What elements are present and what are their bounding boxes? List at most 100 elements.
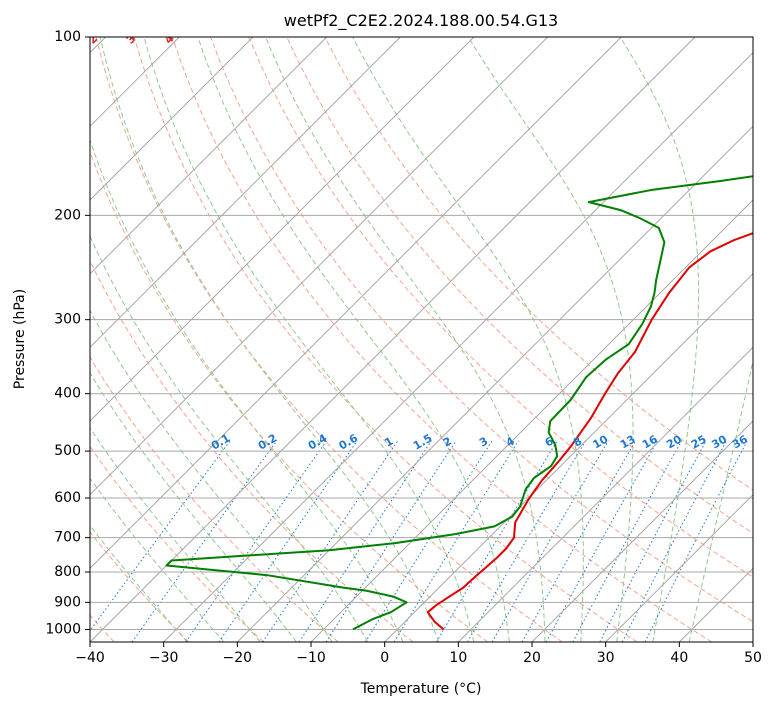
mixing-ratio-line xyxy=(491,440,609,642)
moist-adiabat xyxy=(90,371,297,642)
y-tick-label: 900 xyxy=(54,594,81,610)
mixing-ratio-label: 20 xyxy=(664,432,684,451)
y-tick-label: 500 xyxy=(54,443,81,459)
mixing-ratio-label: 30 xyxy=(709,432,729,451)
isotherm xyxy=(752,641,753,642)
moist-adiabat xyxy=(90,427,261,642)
dry-adiabat-label: 20 xyxy=(86,26,106,46)
dry-adiabat xyxy=(171,37,712,642)
dry-adiabat xyxy=(90,445,264,642)
moist-adiabat xyxy=(352,37,584,642)
x-axis-label: Temperature (°C) xyxy=(360,681,482,697)
mixing-ratio-line xyxy=(644,440,748,642)
plot-series xyxy=(165,175,753,631)
mixing-ratio-label: 16 xyxy=(640,432,660,451)
moist-adiabat xyxy=(90,309,333,642)
x-tick-label: −10 xyxy=(296,650,326,666)
mixing-ratio-label: 1 xyxy=(382,435,395,450)
mixing-ratio-label: 0.4 xyxy=(306,431,330,452)
isotherm xyxy=(236,125,753,642)
isotherm xyxy=(90,37,696,642)
dry-adiabat xyxy=(95,37,563,642)
moist-adiabat xyxy=(99,37,439,642)
mixing-ratio-label: 13 xyxy=(618,433,638,452)
isotherm xyxy=(90,37,401,349)
axes: −40 −30 −20 −10 0 10 20 30 40 50 100 200 300 400 500 60… xyxy=(45,29,762,666)
x-tick-label: −20 xyxy=(223,650,253,666)
moist-adiabat xyxy=(90,138,404,642)
x-tick-label: 0 xyxy=(380,650,389,666)
x-tick-label: 40 xyxy=(670,650,688,666)
y-tick-label: 400 xyxy=(54,386,81,402)
moist-adiabat xyxy=(467,37,634,642)
dry-adiabat-label: 0 xyxy=(12,29,27,44)
moist-adiabat xyxy=(197,37,510,642)
mixing-ratio-line xyxy=(599,440,707,642)
mixing-ratio-label: 10 xyxy=(591,432,611,451)
y-tick-label: 1000 xyxy=(45,621,81,637)
plot-annotations: -100-90-80-70-60-50-40-30-20-10010203040… xyxy=(12,26,750,453)
moist-adiabat xyxy=(90,235,369,642)
mixing-ratio-line xyxy=(90,440,231,632)
mixing-ratio-line xyxy=(218,440,358,642)
moist-adiabat xyxy=(90,477,225,642)
mixing-ratio-line xyxy=(131,440,278,642)
x-tick-label: 10 xyxy=(449,650,467,666)
isotherm xyxy=(531,420,753,642)
isotherm xyxy=(384,272,753,642)
moist-adiabat xyxy=(143,37,475,642)
temperature-profile-line xyxy=(426,232,753,631)
mixing-ratio-line xyxy=(545,440,659,642)
isotherm xyxy=(90,37,549,496)
plot-frame xyxy=(89,36,754,643)
mixing-ratio-label: 36 xyxy=(730,432,750,451)
dry-adiabat xyxy=(90,356,339,642)
isotherm xyxy=(90,37,328,275)
y-tick-label: 200 xyxy=(54,207,81,223)
dry-adiabat xyxy=(210,37,753,623)
plot-background-lines xyxy=(90,37,753,642)
chart-title: wetPf2_C2E2.2024.188.00.54.G13 xyxy=(284,11,558,31)
x-tick-label: 20 xyxy=(523,650,541,666)
mixing-ratio-line xyxy=(435,440,558,642)
mixing-ratio-line xyxy=(572,440,683,642)
mixing-ratio-line xyxy=(467,440,587,642)
moist-adiabat xyxy=(90,524,188,642)
dry-adiabat xyxy=(90,150,488,642)
dry-adiabat xyxy=(324,37,753,491)
mixing-ratio-label: 3 xyxy=(477,435,490,450)
mixing-ratio-line xyxy=(185,440,328,642)
moist-adiabat xyxy=(265,37,546,642)
y-tick-label: 300 xyxy=(54,312,81,328)
y-tick-label: 800 xyxy=(54,564,81,580)
isotherm xyxy=(457,346,753,642)
dewpoint-profile-line xyxy=(165,175,753,631)
moist-adiabat xyxy=(619,37,699,642)
isotherm xyxy=(90,37,475,422)
isotherm xyxy=(163,51,753,642)
dry-adiabat-label: 40 xyxy=(162,26,182,46)
mixing-ratio-line xyxy=(521,440,637,642)
dry-adiabat xyxy=(90,531,190,642)
mixing-ratio-label: 25 xyxy=(689,433,709,452)
dry-adiabat xyxy=(133,37,638,642)
dry-adiabat-label: 30 xyxy=(124,26,144,46)
y-tick-label: 100 xyxy=(54,29,81,45)
mixing-ratio-label: 1.5 xyxy=(411,432,434,453)
isotherm xyxy=(605,493,753,642)
mixing-ratio-line xyxy=(364,440,493,642)
moist-adiabat xyxy=(688,358,753,642)
x-tick-label: 50 xyxy=(744,650,762,666)
y-axis-label: Pressure (hPa) xyxy=(12,289,28,389)
mixing-ratio-line xyxy=(325,440,457,642)
y-tick-label: 700 xyxy=(54,530,81,546)
y-tick-label: 600 xyxy=(54,490,81,506)
mixing-ratio-line xyxy=(621,440,728,642)
isotherm xyxy=(90,37,622,570)
x-tick-label: −40 xyxy=(75,650,105,666)
mixing-ratio-label: 8 xyxy=(571,435,584,450)
mixing-ratio-label: 0.1 xyxy=(209,432,232,453)
dry-adiabat xyxy=(248,37,753,578)
x-tick-label: −30 xyxy=(149,650,179,666)
